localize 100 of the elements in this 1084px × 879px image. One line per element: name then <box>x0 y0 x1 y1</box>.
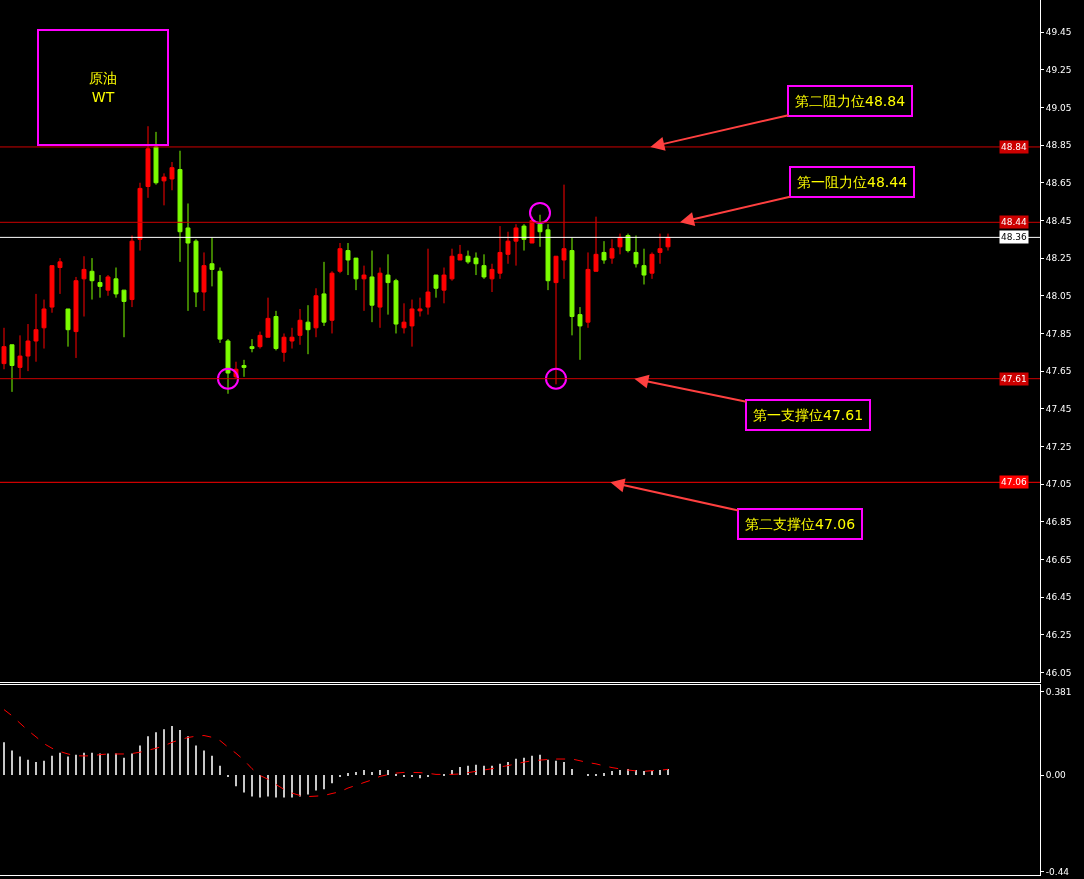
candlestick <box>33 293 39 363</box>
bar <box>67 756 69 776</box>
candlestick <box>353 257 359 291</box>
candlestick <box>401 302 407 334</box>
y-tick-label: 48.65 <box>1045 177 1072 188</box>
y-tick-label: 47.65 <box>1045 366 1072 377</box>
candlestick <box>569 236 575 336</box>
bar <box>267 775 269 797</box>
bar <box>339 775 341 778</box>
candlestick <box>121 289 127 338</box>
bar <box>187 736 189 776</box>
candlestick <box>561 184 567 280</box>
bar <box>643 770 645 776</box>
candlestick <box>281 332 287 363</box>
candlestick <box>241 359 247 378</box>
bar <box>99 753 101 776</box>
candlestick <box>377 267 383 329</box>
bar <box>243 775 245 793</box>
candlestick <box>473 251 479 276</box>
candlestick <box>177 150 183 263</box>
bar <box>251 775 253 797</box>
y-tick-label: 49.05 <box>1045 102 1072 113</box>
candlestick <box>105 274 111 297</box>
bar <box>283 775 285 798</box>
candlestick <box>449 248 455 282</box>
candlestick <box>329 270 335 334</box>
candlestick <box>649 251 655 280</box>
candlestick <box>97 274 103 299</box>
bar <box>411 775 413 778</box>
bar <box>323 775 325 790</box>
bar <box>483 765 485 776</box>
y-tick-label: 47.25 <box>1045 441 1072 452</box>
candlestick <box>209 236 215 287</box>
bar <box>115 753 117 776</box>
bar <box>395 773 397 776</box>
candlestick <box>553 255 559 385</box>
candlestick <box>369 250 375 323</box>
candlestick <box>193 238 199 308</box>
y-tick-label: 46.85 <box>1045 517 1072 528</box>
y-tick-label: 48.25 <box>1045 253 1072 264</box>
candlestick <box>1 327 7 370</box>
bar <box>235 775 237 787</box>
candlestick <box>217 267 223 344</box>
bar <box>371 771 373 776</box>
candlestick <box>89 257 95 301</box>
bar <box>299 775 301 797</box>
bar <box>195 745 197 776</box>
candlestick <box>185 202 191 312</box>
y-tick-label: 46.25 <box>1045 630 1072 641</box>
candlestick <box>489 263 495 293</box>
candlestick <box>633 235 639 269</box>
bar <box>211 755 213 776</box>
ref-line-label: 47.06 <box>1001 477 1028 487</box>
bar <box>3 742 5 776</box>
candlestick <box>361 265 367 312</box>
bar <box>59 752 61 776</box>
bar <box>595 773 597 776</box>
bar <box>355 771 357 776</box>
y-tick-label: 0.381 <box>1045 686 1072 697</box>
candlestick <box>521 223 527 252</box>
bar <box>131 753 133 776</box>
annotation: 第二阻力位48.84 <box>795 93 906 109</box>
candlestick <box>145 125 151 199</box>
candlestick <box>385 253 391 316</box>
candlestick <box>113 267 119 299</box>
bar <box>275 775 277 798</box>
bar <box>659 770 661 776</box>
annotation: 第一支撑位47.61 <box>753 407 864 423</box>
bar <box>51 755 53 776</box>
candlestick <box>9 344 15 393</box>
candlestick <box>289 327 295 350</box>
bar <box>443 773 445 776</box>
candlestick <box>257 331 263 350</box>
bar <box>203 750 205 776</box>
annotation: 第一阻力位48.44 <box>797 174 908 190</box>
bar <box>179 730 181 776</box>
bar <box>419 775 421 779</box>
candlestick <box>433 274 439 299</box>
bar <box>11 750 13 776</box>
ref-line-label: 48.36 <box>1001 232 1028 242</box>
bar <box>163 729 165 776</box>
candlestick <box>417 297 423 318</box>
bar <box>619 770 621 776</box>
candlestick <box>65 308 71 348</box>
bar <box>635 770 637 776</box>
bar <box>363 770 365 776</box>
bar <box>347 773 349 776</box>
bar <box>387 770 389 776</box>
bar <box>107 753 109 776</box>
bar <box>27 759 29 776</box>
candlestick <box>513 223 519 267</box>
candlestick <box>25 323 31 372</box>
candlestick <box>425 248 431 316</box>
bar <box>227 775 229 778</box>
bar <box>331 775 333 784</box>
bar <box>43 760 45 776</box>
bar <box>507 761 509 776</box>
bar <box>259 775 261 798</box>
bar <box>75 754 77 776</box>
bar <box>603 773 605 776</box>
